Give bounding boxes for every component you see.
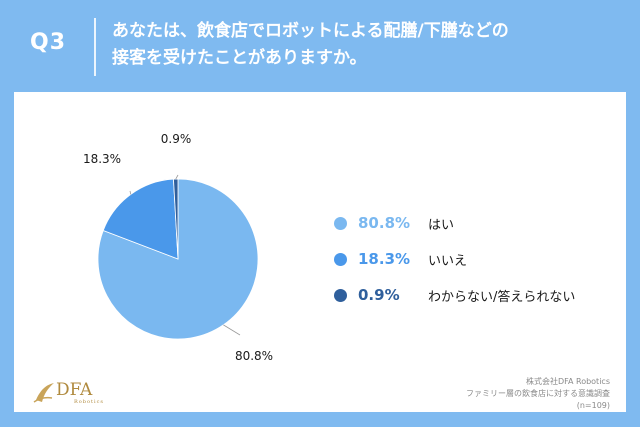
pie-data-label-0: 80.8% (235, 349, 273, 363)
legend-swatch-no (334, 252, 347, 266)
chart-panel: 80.8% 18.3% 0.9% 80.8% はい 18.3% いいえ 0.9% わ… (14, 92, 626, 412)
pie-data-label-1: 18.3% (83, 152, 121, 166)
legend-label-unknown: わからない/答えられない (428, 289, 576, 305)
legend-value-unknown: 0.9% (358, 286, 400, 304)
pie-leader-line-2 (175, 174, 179, 180)
pie-slice-1 (102, 178, 179, 260)
legend-value-yes: 80.8% (358, 214, 411, 232)
logo-subtitle: Robotics (74, 399, 104, 405)
company-logo: DFA Robotics (32, 380, 152, 408)
question-title-line-2: 接客を受けたことがありますか。 (112, 48, 367, 68)
legend: 80.8% はい 18.3% いいえ 0.9% わからない/答えられない (334, 205, 624, 313)
question-number: Q3 (30, 30, 67, 55)
legend-value-no: 18.3% (358, 250, 411, 268)
source-company: 株式会社DFA Robotics (525, 377, 610, 386)
pie-data-label-2: 0.9% (161, 132, 192, 146)
logo-mark-icon (33, 383, 54, 403)
pie-leader-line-0 (223, 324, 241, 336)
legend-label-no: いいえ (428, 253, 468, 269)
question-title: あなたは、飲食店でロボットによる配膳/下膳などの 接客を受けたことがありますか。 (112, 18, 612, 72)
pie-chart: 80.8% 18.3% 0.9% (83, 132, 273, 363)
legend-item-unknown: 0.9% わからない/答えられない (334, 277, 624, 313)
source-sample-size: (n=109) (576, 401, 610, 410)
header: Q3 あなたは、飲食店でロボットによる配膳/下膳などの 接客を受けたことがありま… (0, 0, 640, 92)
legend-label-yes: はい (428, 217, 455, 233)
legend-item-yes: 80.8% はい (334, 205, 624, 241)
legend-swatch-yes (334, 216, 347, 230)
source-survey: ファミリー層の飲食店に対する意識調査 (466, 389, 610, 398)
legend-item-no: 18.3% いいえ (334, 241, 624, 277)
legend-swatch-unknown (334, 288, 347, 302)
logo-name: DFA (56, 380, 93, 400)
header-divider (94, 18, 96, 76)
source-note: 株式会社DFA Robotics ファミリー層の飲食店に対する意識調査 (n=1… (310, 376, 610, 412)
question-title-line-1: あなたは、飲食店でロボットによる配膳/下膳などの (112, 21, 509, 41)
pie-leader-line-1 (129, 190, 132, 195)
